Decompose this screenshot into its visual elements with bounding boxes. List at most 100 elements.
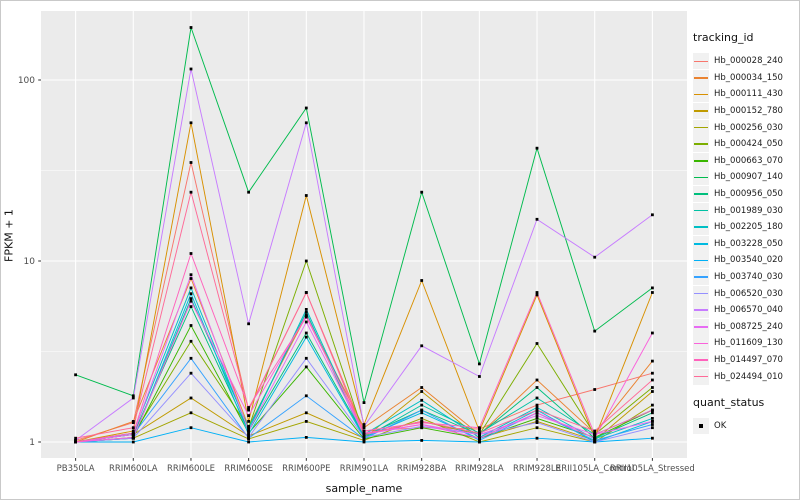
data-point	[478, 426, 481, 430]
data-point	[535, 293, 539, 297]
data-point	[362, 436, 366, 439]
data-point	[304, 411, 308, 415]
legend-key	[693, 152, 709, 169]
data-point	[362, 437, 366, 441]
legend-key	[693, 285, 709, 302]
legend-item: Hb_003228_050	[693, 235, 797, 253]
data-point	[651, 359, 654, 363]
data-point	[535, 426, 539, 430]
data-point	[420, 390, 424, 393]
legend-key	[693, 318, 709, 335]
legend-item-label: Hb_000663_070	[714, 155, 783, 166]
legend-item-label: Hb_001989_030	[714, 205, 783, 216]
legend-item-label: Hb_000152_780	[714, 106, 783, 117]
data-point	[304, 356, 308, 360]
data-point	[420, 279, 424, 282]
legend-item: Hb_003740_030	[693, 269, 797, 286]
data-point	[593, 433, 597, 436]
data-point	[535, 403, 539, 407]
legend-item-label: Hb_000028_240	[714, 56, 783, 67]
data-point	[478, 436, 481, 440]
data-point	[131, 396, 135, 400]
legend-item: Hb_000256_030	[693, 119, 797, 136]
legend-key	[693, 269, 709, 286]
data-point	[478, 439, 481, 442]
point-swatch-icon	[699, 424, 703, 428]
legend-key	[693, 86, 709, 103]
x-tick-label: PB350LA	[57, 464, 95, 474]
legend-item: Hb_003540_020	[693, 252, 797, 269]
data-point	[362, 401, 366, 404]
data-point	[247, 190, 250, 194]
data-point	[593, 439, 597, 442]
x-tick-label: RRIM928LA	[455, 464, 504, 474]
legend-key-line	[694, 110, 708, 112]
data-point	[535, 342, 539, 345]
data-point	[131, 431, 135, 435]
data-point	[593, 255, 597, 259]
data-point	[304, 365, 308, 369]
data-point	[593, 388, 597, 391]
data-point	[651, 423, 654, 426]
data-point	[304, 106, 308, 110]
legend-key	[693, 53, 709, 70]
legend-item: Hb_008725_240	[693, 318, 797, 336]
data-point	[189, 161, 193, 164]
legend-key	[693, 186, 709, 203]
data-point	[651, 386, 654, 389]
data-point	[189, 273, 193, 277]
data-point	[362, 433, 366, 436]
x-axis-title: sample_name	[325, 482, 403, 495]
data-point	[247, 426, 250, 430]
x-tick-label: RRIM600PE	[282, 464, 330, 474]
data-point	[478, 429, 481, 433]
data-point	[247, 406, 250, 409]
legend-item-label: Hb_000034_150	[714, 72, 783, 83]
data-point	[304, 259, 308, 263]
legend-key-line	[694, 359, 708, 361]
data-point	[304, 420, 308, 423]
legend-item-label: Hb_002205_180	[714, 222, 783, 233]
legend-key-line	[694, 226, 708, 229]
data-point	[189, 339, 193, 343]
data-point	[304, 320, 308, 324]
data-point	[420, 425, 424, 428]
legend-item-label: Hb_008725_240	[714, 321, 783, 332]
data-point	[420, 417, 424, 420]
legend-key	[693, 235, 709, 252]
legend-key-line	[694, 176, 708, 179]
data-point	[420, 398, 424, 402]
data-point	[593, 436, 597, 440]
data-point	[362, 439, 366, 442]
x-tick-label: RRIM928BA	[397, 464, 447, 474]
data-point	[651, 408, 654, 412]
legend-item-label: Hb_000111_430	[714, 89, 783, 100]
data-point	[247, 429, 250, 433]
data-point	[189, 252, 193, 255]
data-point	[74, 373, 77, 377]
legend-key-line	[694, 276, 708, 278]
data-point	[420, 411, 424, 415]
data-point	[189, 190, 193, 194]
legend-key-line	[694, 326, 708, 328]
data-point	[304, 311, 308, 314]
data-point	[74, 436, 77, 440]
data-point	[304, 315, 308, 319]
legend-key-line	[694, 259, 708, 262]
legend-item-label: Hb_006570_040	[714, 305, 783, 316]
data-point	[651, 411, 654, 415]
legend-key-line	[694, 243, 708, 245]
data-point	[304, 436, 308, 439]
data-point	[247, 322, 250, 326]
data-point	[74, 439, 77, 442]
legend-item: Hb_011609_130	[693, 335, 797, 352]
legend-key-line	[694, 126, 708, 129]
x-tick-label: RRIM600LE	[167, 464, 215, 474]
data-point	[420, 408, 424, 412]
data-point	[478, 440, 481, 444]
legend-item-label: Hb_011609_130	[714, 338, 783, 349]
legend-item-label: Hb_024494_010	[714, 371, 783, 382]
data-point	[535, 417, 539, 420]
data-point	[651, 371, 654, 375]
